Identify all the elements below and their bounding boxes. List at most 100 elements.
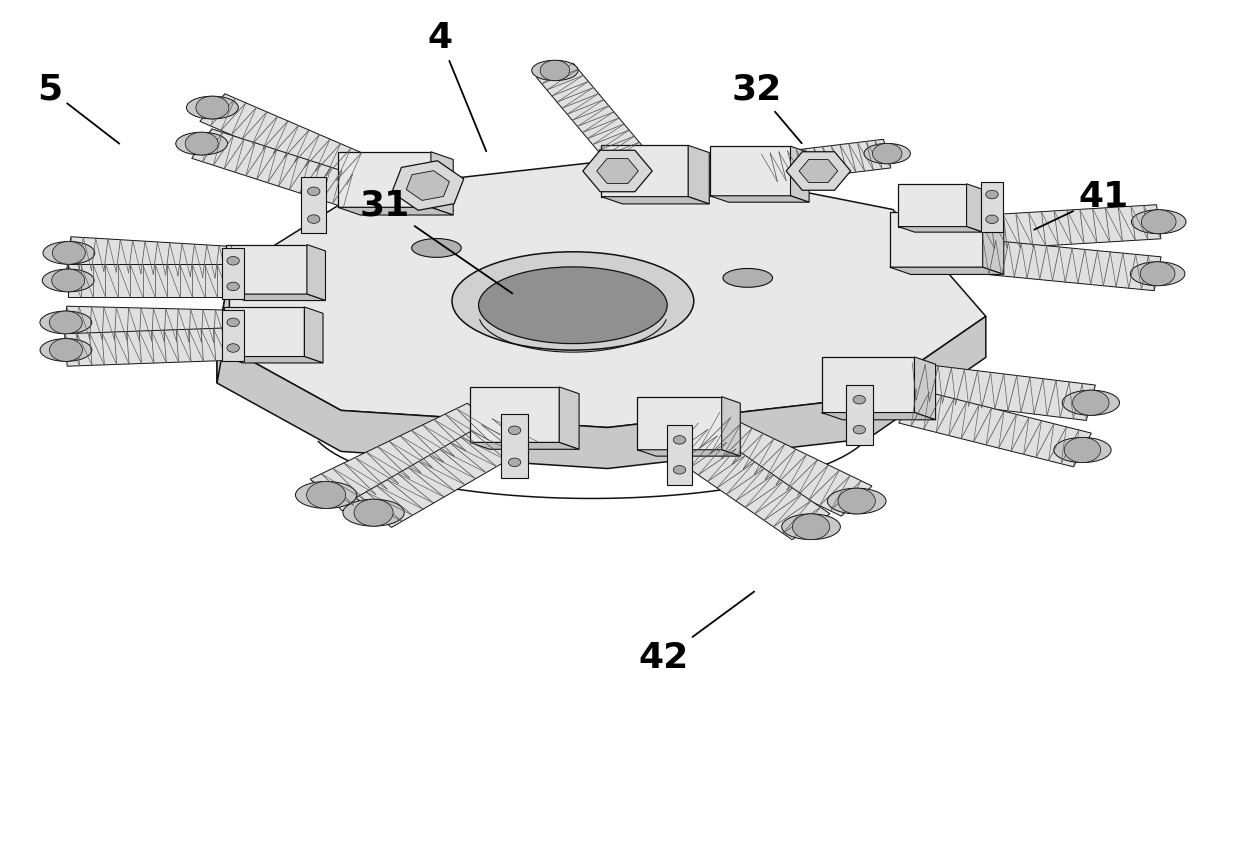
Circle shape	[306, 481, 346, 509]
Ellipse shape	[781, 514, 841, 540]
Polygon shape	[601, 145, 688, 197]
Polygon shape	[661, 423, 830, 540]
Circle shape	[1141, 262, 1176, 286]
Polygon shape	[583, 150, 652, 192]
Polygon shape	[890, 267, 1004, 274]
Polygon shape	[217, 316, 986, 469]
Polygon shape	[601, 197, 709, 204]
Circle shape	[986, 191, 998, 199]
Ellipse shape	[1131, 262, 1185, 286]
Polygon shape	[709, 146, 791, 196]
Circle shape	[853, 396, 866, 404]
Circle shape	[52, 269, 84, 292]
Polygon shape	[982, 212, 1004, 274]
Polygon shape	[637, 397, 722, 450]
Polygon shape	[222, 248, 244, 299]
Ellipse shape	[40, 311, 92, 333]
Polygon shape	[192, 129, 363, 207]
Polygon shape	[709, 196, 808, 202]
Text: 32: 32	[732, 73, 802, 144]
Text: 5: 5	[37, 73, 119, 144]
Polygon shape	[337, 207, 454, 215]
Circle shape	[227, 282, 239, 291]
Ellipse shape	[1054, 438, 1111, 463]
Polygon shape	[356, 413, 538, 528]
Circle shape	[227, 318, 239, 327]
Text: 4: 4	[428, 21, 486, 151]
Polygon shape	[786, 151, 851, 191]
Polygon shape	[226, 294, 325, 301]
Polygon shape	[64, 327, 241, 366]
Circle shape	[853, 426, 866, 433]
Ellipse shape	[479, 267, 667, 344]
Ellipse shape	[40, 339, 92, 362]
Polygon shape	[667, 425, 692, 485]
Polygon shape	[976, 239, 1161, 291]
Polygon shape	[537, 63, 645, 163]
Ellipse shape	[186, 97, 238, 119]
Circle shape	[185, 133, 218, 155]
Ellipse shape	[827, 488, 887, 514]
Ellipse shape	[723, 268, 773, 287]
Polygon shape	[898, 227, 982, 233]
Polygon shape	[501, 415, 528, 479]
Circle shape	[986, 215, 998, 223]
Polygon shape	[222, 310, 244, 361]
Circle shape	[52, 241, 86, 264]
Polygon shape	[392, 161, 464, 210]
Ellipse shape	[532, 61, 578, 80]
Polygon shape	[305, 307, 322, 363]
Polygon shape	[64, 306, 241, 343]
Text: 42: 42	[639, 592, 754, 675]
Polygon shape	[407, 171, 449, 200]
Polygon shape	[223, 357, 322, 363]
Polygon shape	[470, 386, 559, 443]
Circle shape	[50, 311, 82, 333]
Ellipse shape	[42, 269, 94, 292]
Ellipse shape	[1131, 209, 1185, 233]
Ellipse shape	[864, 144, 910, 164]
Polygon shape	[68, 264, 242, 297]
Circle shape	[673, 465, 686, 474]
Polygon shape	[898, 184, 967, 227]
Circle shape	[673, 436, 686, 445]
Polygon shape	[223, 307, 305, 357]
Polygon shape	[899, 389, 1091, 467]
Polygon shape	[761, 139, 890, 183]
Polygon shape	[722, 397, 740, 457]
Polygon shape	[217, 158, 986, 428]
Circle shape	[792, 514, 830, 540]
Circle shape	[1064, 438, 1101, 463]
Circle shape	[308, 215, 320, 223]
Text: 31: 31	[360, 188, 512, 293]
Ellipse shape	[451, 251, 694, 351]
Ellipse shape	[1063, 390, 1120, 416]
Polygon shape	[432, 152, 454, 215]
Circle shape	[50, 339, 82, 362]
Polygon shape	[306, 245, 325, 301]
Circle shape	[196, 97, 229, 119]
Ellipse shape	[43, 241, 94, 264]
Polygon shape	[890, 212, 982, 267]
Circle shape	[508, 426, 521, 434]
Polygon shape	[981, 182, 1003, 232]
Polygon shape	[689, 412, 872, 516]
Polygon shape	[470, 443, 579, 450]
Circle shape	[838, 488, 875, 514]
Polygon shape	[337, 152, 432, 207]
Polygon shape	[977, 204, 1161, 250]
Polygon shape	[301, 178, 326, 233]
Polygon shape	[903, 363, 1095, 421]
Polygon shape	[637, 450, 740, 457]
Circle shape	[308, 187, 320, 196]
Polygon shape	[217, 274, 229, 383]
Polygon shape	[821, 412, 935, 420]
Circle shape	[355, 499, 393, 526]
Polygon shape	[67, 237, 244, 280]
Polygon shape	[846, 385, 873, 445]
Circle shape	[873, 144, 901, 164]
Polygon shape	[914, 357, 935, 420]
Polygon shape	[559, 386, 579, 450]
Polygon shape	[688, 145, 709, 204]
Polygon shape	[791, 146, 808, 202]
